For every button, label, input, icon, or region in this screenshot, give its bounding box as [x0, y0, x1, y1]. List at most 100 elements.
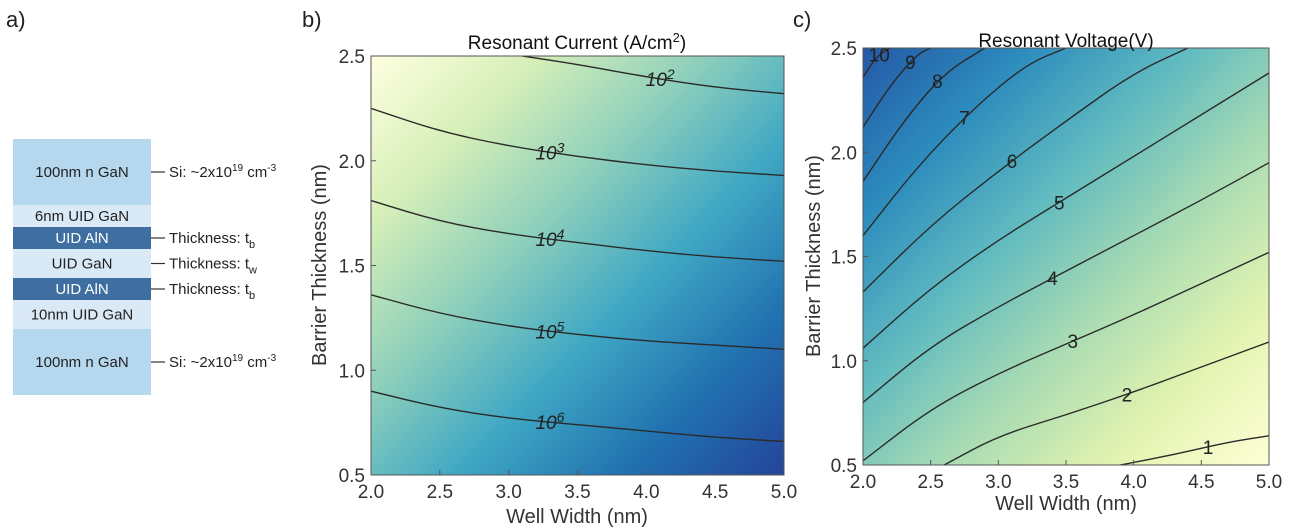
current-x-tick-label: 3.0: [495, 482, 521, 503]
voltage-contour-label: 4: [1047, 269, 1058, 290]
layer-label-0: 100nm n GaN: [35, 164, 128, 181]
voltage-contour-line: [863, 72, 1269, 349]
current-contour-label-base: 10: [535, 230, 557, 251]
annotation-1: Thickness: tb: [169, 230, 255, 251]
annotation-text: Thickness: t: [169, 256, 250, 273]
voltage-chart-title: Resonant Voltage(V): [978, 31, 1153, 52]
layer-stack: 100nm n GaN 6nm UID GaN UID AlN UID GaN UID …: [13, 139, 277, 395]
current-contour-label-exp: 4: [557, 226, 565, 242]
panel-a-label: a): [6, 7, 26, 32]
layer-2: [13, 227, 151, 249]
voltage-y-tick-label: 1.0: [831, 352, 857, 373]
current-contour-label: 106: [535, 409, 564, 434]
current-y-tick-label: 1.0: [339, 361, 365, 382]
voltage-contours: [863, 48, 1269, 465]
voltage-contour-line: [863, 48, 931, 128]
annotation-sub: b: [249, 290, 255, 302]
voltage-x-tick-label: 5.0: [1256, 472, 1282, 493]
voltage-contour-labels: 1 2 3 4 5 6 789 10: [869, 46, 1214, 459]
layer-6: [13, 329, 151, 395]
annotation-4: Si: ~2x1019 cm-3: [169, 353, 277, 371]
current-x-axis-label: Well Width (nm): [506, 506, 648, 528]
voltage-y-tick-label: 0.5: [831, 456, 857, 477]
voltage-x-tick-label: 2.0: [850, 472, 876, 493]
voltage-contour-label: 2: [1122, 385, 1133, 406]
panel-c-label: c): [793, 7, 811, 32]
current-contour-label-exp: 5: [557, 318, 565, 334]
current-contour-label-base: 10: [535, 143, 557, 164]
current-y-tick-label: 0.5: [339, 466, 365, 487]
annotation-tail: cm: [243, 164, 267, 181]
voltage-contour-label-base: 9: [905, 53, 916, 74]
voltage-contour-label-base: 1: [1203, 438, 1214, 459]
annotation-sub: b: [249, 239, 255, 251]
layer-label-2: UID AlN: [55, 230, 108, 247]
annotation-tail-sup: -3: [267, 163, 276, 174]
current-contour-line: [522, 56, 784, 95]
voltage-contour-line: [863, 48, 986, 182]
current-contour-line: [371, 390, 784, 443]
voltage-contour-label: 8: [932, 72, 943, 93]
annotation-text: Si: ~2x10: [169, 354, 232, 371]
current-contour-label-base: 10: [646, 70, 668, 91]
current-y-axis-label: Barrier Thickness (nm): [309, 164, 331, 366]
annotation-tail-sup: -3: [267, 353, 276, 364]
layer-label-1: 6nm UID GaN: [35, 208, 129, 225]
voltage-contour-label: 9: [905, 53, 916, 74]
voltage-contour-label: 1: [1203, 438, 1214, 459]
voltage-contour-line: [863, 48, 891, 78]
voltage-y-ticks: 0.5 1.0 1.5 2.0 2.5: [831, 39, 868, 477]
voltage-contour-line: [863, 48, 1067, 237]
layer-1: [13, 205, 151, 227]
current-contour-line: [371, 107, 784, 177]
voltage-contour-line: [863, 251, 1269, 462]
voltage-contour-line: [863, 162, 1269, 403]
voltage-x-tick-label: 3.0: [985, 472, 1011, 493]
voltage-contour-label-base: 3: [1067, 332, 1078, 353]
annotation-tail: cm: [243, 354, 267, 371]
layer-3: [13, 249, 151, 278]
current-heatmap: [371, 56, 784, 475]
voltage-contour-label-base: 8: [932, 72, 943, 93]
current-contour-line: [371, 294, 784, 350]
annotation-text: Thickness: t: [169, 230, 250, 247]
layer-0: [13, 139, 151, 205]
current-contour-label: 104: [535, 226, 564, 251]
voltage-contour-line: [1119, 435, 1269, 465]
voltage-heatmap: [863, 48, 1269, 465]
voltage-x-tick-label: 2.5: [917, 472, 943, 493]
current-contour-label-exp: 6: [557, 409, 565, 425]
annotation-sub: w: [248, 265, 257, 277]
voltage-contour-label-base: 10: [869, 46, 890, 67]
layer-label-4: UID AlN: [55, 281, 108, 298]
voltage-contour-label: 7: [959, 109, 970, 130]
current-x-tick-label: 3.5: [564, 482, 590, 503]
voltage-contour-label-base: 7: [959, 109, 970, 130]
voltage-contour-label: 5: [1054, 193, 1065, 214]
voltage-y-tick-label: 2.5: [831, 39, 857, 60]
current-y-tick-label: 2.5: [339, 47, 365, 68]
voltage-contour-label: 3: [1067, 332, 1078, 353]
current-x-ticks: 2.0 2.5 3.0 3.5 4.0 4.5 5.0: [358, 470, 797, 503]
annotation-text: Si: ~2x10: [169, 164, 232, 181]
current-y-tick-label: 1.5: [339, 257, 365, 278]
current-x-tick-label: 4.5: [702, 482, 728, 503]
current-contour-label-base: 10: [535, 322, 557, 343]
annotation-sup: 19: [232, 353, 244, 364]
layer-label-3: UID GaN: [52, 256, 113, 273]
layer-4: [13, 278, 151, 300]
voltage-contour-label-base: 2: [1122, 385, 1133, 406]
current-contours: [371, 56, 784, 443]
annotation-2: Thickness: tw: [169, 256, 257, 277]
layer-5: [13, 300, 151, 329]
current-x-tick-label: 5.0: [771, 482, 797, 503]
voltage-contour-line: [863, 48, 1189, 293]
voltage-y-tick-label: 2.0: [831, 143, 857, 164]
annotation-text: Thickness: t: [169, 281, 250, 298]
panel-b-label: b): [302, 7, 322, 32]
current-contour-label-exp: 2: [666, 66, 675, 82]
current-contour-label-exp: 3: [557, 139, 565, 155]
voltage-contour-label-base: 5: [1054, 193, 1065, 214]
